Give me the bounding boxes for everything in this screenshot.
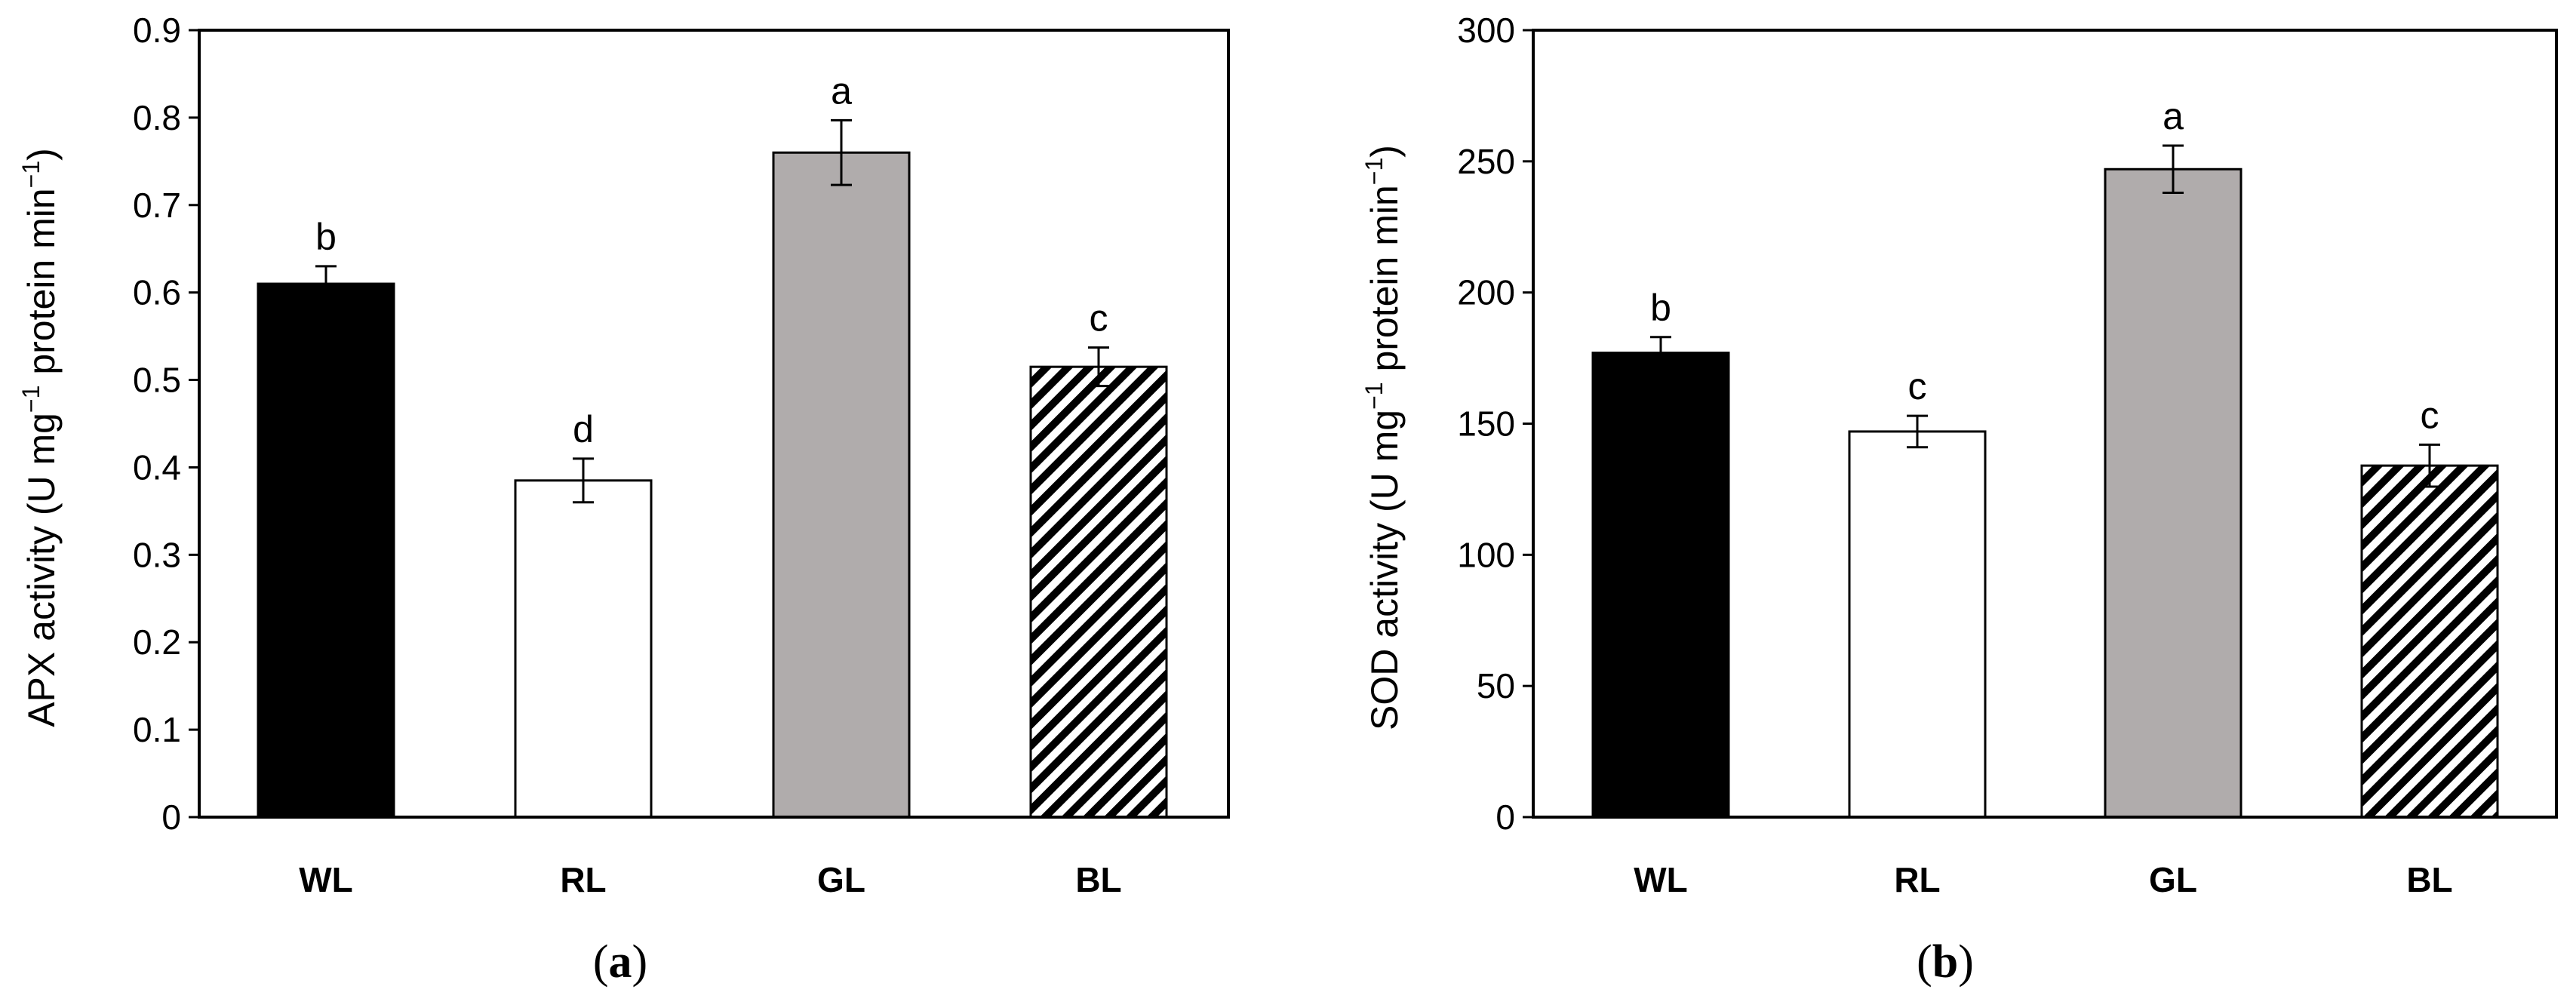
apx-error-bars <box>315 118 1109 504</box>
apx-bar-bl <box>1029 365 1168 819</box>
apx-sig-letter-gl: a <box>831 69 852 112</box>
sod-y-tick-label: 0 <box>1495 797 1515 837</box>
sod-y-tick-label: 100 <box>1457 535 1515 574</box>
sod-y-tick-label: 250 <box>1457 142 1515 181</box>
sod-chart: SOD activity (U mg−1 protein min−1) 0 50 1… <box>1360 11 2558 988</box>
apx-y-ticks: 0 0.1 0.2 0.3 0.4 0.5 0.6 0.7 0.8 0.9 <box>133 11 199 837</box>
apx-y-tick-label: 0.7 <box>133 186 181 225</box>
sod-x-label-wl: WL <box>1634 860 1688 899</box>
sod-y-tick-label: 150 <box>1457 404 1515 444</box>
apx-y-axis-label: APX activity (U mg−1 protein min−1) <box>17 148 63 727</box>
sod-bars <box>1591 167 2499 819</box>
sod-bar-wl <box>1591 352 1730 819</box>
apx-x-label-rl: RL <box>560 860 606 899</box>
sod-y-tick-label: 200 <box>1457 273 1515 312</box>
sod-x-label-rl: RL <box>1894 860 1940 899</box>
sod-sig-letter-rl: c <box>1908 365 1927 407</box>
apx-y-tick-label: 0.5 <box>133 361 181 400</box>
sod-plot-frame <box>1532 29 2558 819</box>
sod-y-axis-label: SOD activity (U mg−1 protein min−1) <box>1360 145 1406 730</box>
sod-bar-bl <box>2360 464 2499 819</box>
sod-sig-letter-gl: a <box>2163 95 2184 137</box>
apx-y-tick-label: 0.3 <box>133 535 181 574</box>
sod-y-tick-label: 300 <box>1457 11 1515 50</box>
sod-sig-letter-wl: b <box>1650 287 1671 329</box>
sod-x-tick-labels: WL RL GL BL <box>1634 860 2452 899</box>
sod-error-bar-bl <box>2419 443 2440 488</box>
apx-bar-rl <box>514 479 653 819</box>
sod-significance-letters: b c a c <box>1650 95 2439 436</box>
apx-x-tick-labels: WL RL GL BL <box>299 860 1121 899</box>
apx-x-label-gl: GL <box>817 860 865 899</box>
apx-y-tick-label: 0.1 <box>133 710 181 749</box>
apx-chart: APX activity (U mg−1 protein min−1) 0 0.1… <box>17 11 1230 988</box>
apx-plot-frame <box>198 29 1230 819</box>
apx-bars <box>257 151 1168 819</box>
apx-bar-gl <box>772 151 911 819</box>
sod-x-label-gl: GL <box>2149 860 2197 899</box>
apx-y-tick-label: 0.2 <box>133 622 181 662</box>
apx-error-bar-gl <box>831 118 852 186</box>
apx-sig-letter-bl: c <box>1090 297 1108 340</box>
apx-y-tick-label: 0.9 <box>133 11 181 50</box>
apx-sig-letter-rl: d <box>573 408 594 450</box>
sod-error-bar-wl <box>1650 336 1671 370</box>
apx-y-tick-label: 0.6 <box>133 273 181 312</box>
apx-bar-wl <box>257 282 395 819</box>
apx-sig-letter-wl: b <box>315 216 337 258</box>
apx-error-bar-bl <box>1088 346 1109 388</box>
apx-error-bar-rl <box>573 457 594 504</box>
apx-significance-letters: b d a c <box>315 69 1108 450</box>
sod-y-tick-label: 50 <box>1477 666 1515 705</box>
apx-error-bar-wl <box>315 265 337 303</box>
sod-bar-rl <box>1848 430 1987 819</box>
apx-y-tick-label: 0 <box>161 797 181 837</box>
panel-label-a: (a) <box>593 936 647 988</box>
apx-y-tick-label: 0.4 <box>133 447 181 487</box>
panel-label-b: (b) <box>1917 936 1974 988</box>
sod-bar-gl <box>2104 167 2242 819</box>
sod-error-bar-rl <box>1907 414 1928 449</box>
apx-y-tick-label: 0.8 <box>133 98 181 137</box>
sod-y-ticks: 0 50 100 150 200 250 300 <box>1457 11 1533 837</box>
sod-error-bars <box>1650 144 2440 488</box>
apx-x-label-bl: BL <box>1075 860 1121 899</box>
sod-sig-letter-bl: c <box>2421 394 2439 436</box>
sod-x-label-bl: BL <box>2406 860 2452 899</box>
sod-error-bar-gl <box>2163 144 2184 195</box>
apx-x-label-wl: WL <box>299 860 353 899</box>
